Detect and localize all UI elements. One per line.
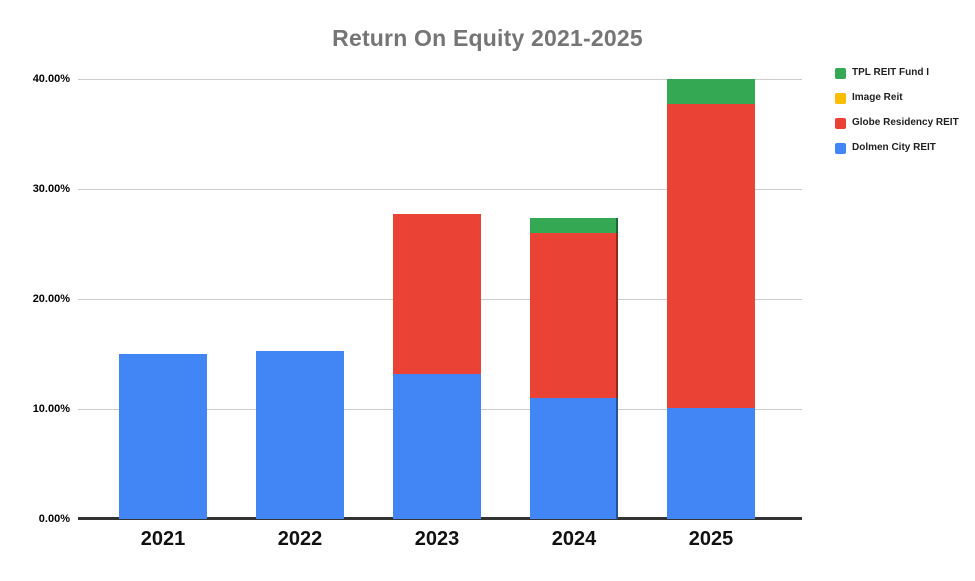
y-tick-label: 10.00%	[32, 403, 70, 415]
legend-swatch-icon	[835, 67, 846, 79]
gridline	[78, 79, 802, 80]
bar-segment-2024[interactable]	[530, 398, 618, 519]
bar-segment-2022[interactable]	[256, 350, 344, 519]
bar-segment-2021[interactable]	[119, 354, 207, 519]
legend-item[interactable]: TPL REIT Fund I	[835, 67, 959, 79]
legend-item-label: TPL REIT Fund I	[852, 67, 930, 78]
x-tick-label: 2024	[551, 528, 597, 550]
legend-item[interactable]: Image Reit	[835, 92, 959, 104]
legend-item-label: Dolmen City REIT	[852, 142, 936, 153]
bar-segment-2024[interactable]	[530, 217, 618, 233]
bar-2024	[530, 0, 618, 581]
x-tick-label: 2025	[688, 528, 734, 550]
legend-swatch-icon	[835, 92, 846, 104]
y-tick-label: 0.00%	[38, 513, 70, 525]
legend-item[interactable]: Dolmen City REIT	[835, 142, 959, 154]
x-tick-label: 2023	[414, 528, 460, 550]
y-tick-label: 20.00%	[32, 293, 70, 305]
bar-2021	[119, 0, 207, 581]
gridline	[78, 189, 802, 190]
bar-segment-2024[interactable]	[530, 233, 618, 398]
x-tick-label: 2021	[140, 528, 186, 550]
bar-segment-2025[interactable]	[667, 104, 755, 408]
legend-item-label: Globe Residency REIT	[852, 117, 959, 128]
legend-item-label: Image Reit	[852, 92, 903, 103]
bar-segment-2025[interactable]	[667, 79, 755, 105]
legend: TPL REIT Fund I Image Reit Globe Residency…	[835, 67, 959, 167]
bar-segment-2023[interactable]	[393, 214, 481, 374]
bar-2025	[667, 0, 755, 581]
bar-segment-2025[interactable]	[667, 407, 755, 519]
y-tick-label: 30.00%	[32, 183, 70, 195]
bar-2022	[256, 0, 344, 581]
legend-item[interactable]: Globe Residency REIT	[835, 117, 959, 129]
legend-swatch-icon	[835, 142, 846, 154]
chart-title: Return On Equity 2021-2025	[332, 25, 643, 51]
y-tick-label: 40.00%	[32, 73, 70, 85]
bar-segment-2023[interactable]	[393, 373, 481, 519]
legend-swatch-icon	[835, 117, 846, 129]
x-tick-label: 2022	[277, 528, 323, 550]
bar-2023	[393, 0, 481, 581]
